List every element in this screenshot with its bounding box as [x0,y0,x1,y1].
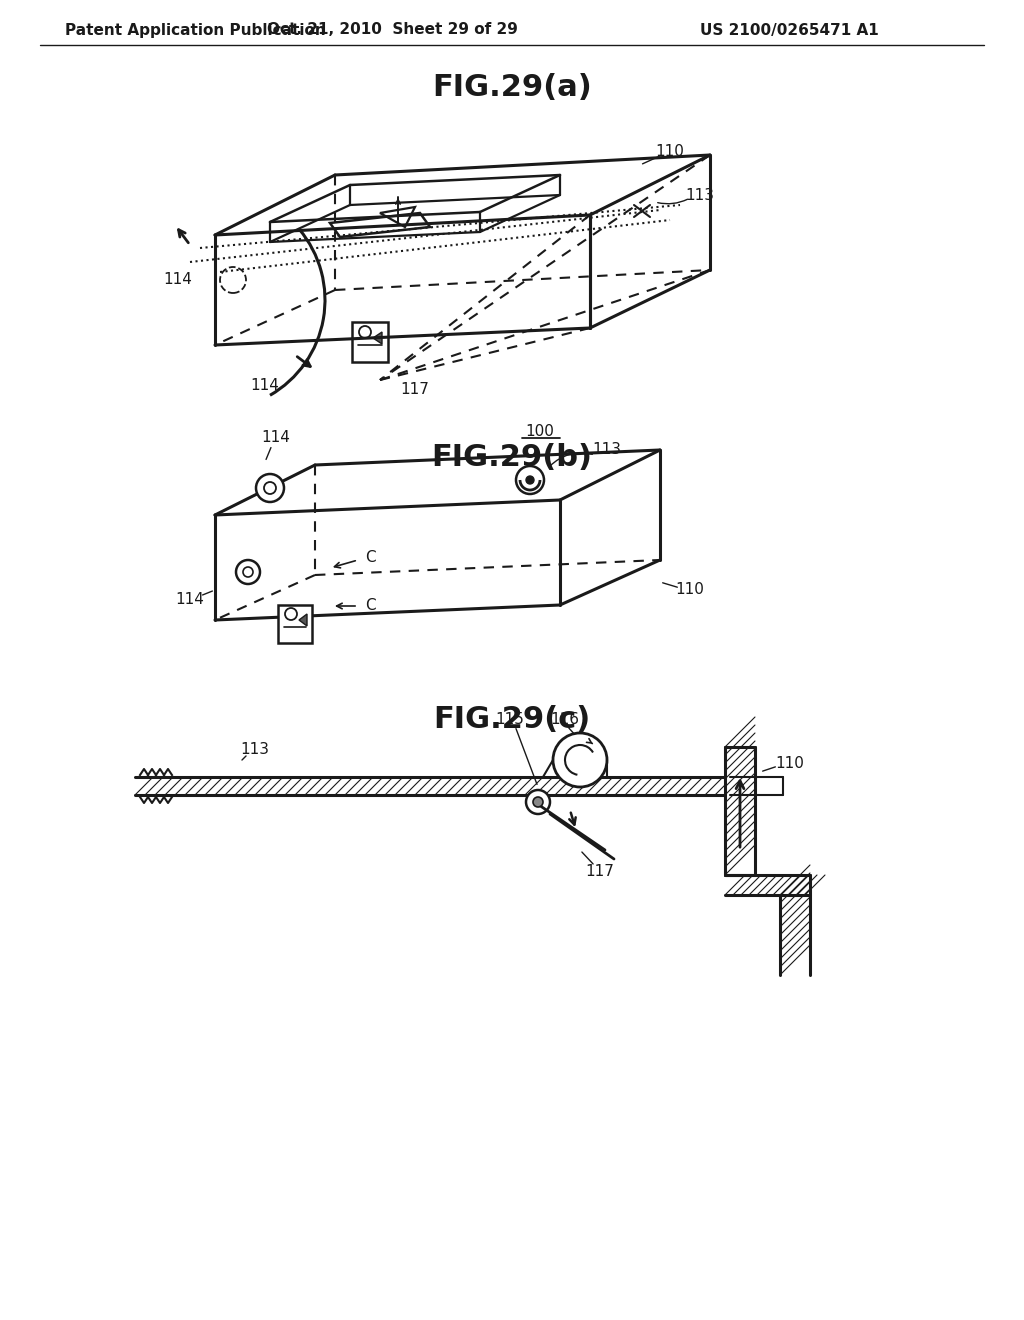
Text: FIG.29(c): FIG.29(c) [433,705,591,734]
Circle shape [534,797,543,807]
Text: 117: 117 [586,865,614,879]
Text: Oct. 21, 2010  Sheet 29 of 29: Oct. 21, 2010 Sheet 29 of 29 [266,22,517,37]
Text: 113: 113 [241,742,269,758]
Text: 100: 100 [525,425,554,440]
Text: US 2100/0265471 A1: US 2100/0265471 A1 [700,22,879,37]
Circle shape [516,466,544,494]
Text: 117: 117 [400,383,429,397]
Text: 114: 114 [175,593,205,607]
Circle shape [256,474,284,502]
Text: C: C [365,550,376,565]
Text: 114: 114 [251,378,280,392]
Circle shape [526,789,550,814]
Polygon shape [373,333,382,345]
Text: 113: 113 [593,442,622,458]
Text: 115: 115 [496,713,524,727]
Text: 114: 114 [261,429,291,445]
Circle shape [526,477,534,484]
Text: FIG.29(b): FIG.29(b) [431,444,593,473]
Polygon shape [299,614,307,626]
FancyBboxPatch shape [352,322,388,362]
FancyBboxPatch shape [278,605,312,643]
Circle shape [236,560,260,583]
Text: 113: 113 [685,187,715,202]
Text: 110: 110 [775,755,805,771]
Text: Patent Application Publication: Patent Application Publication [65,22,326,37]
Circle shape [553,733,607,787]
Text: 114: 114 [164,272,193,288]
Text: 110: 110 [655,144,684,160]
Text: C: C [365,598,376,612]
Text: 110: 110 [676,582,705,598]
Text: FIG.29(a): FIG.29(a) [432,73,592,102]
Text: 116: 116 [551,713,580,727]
